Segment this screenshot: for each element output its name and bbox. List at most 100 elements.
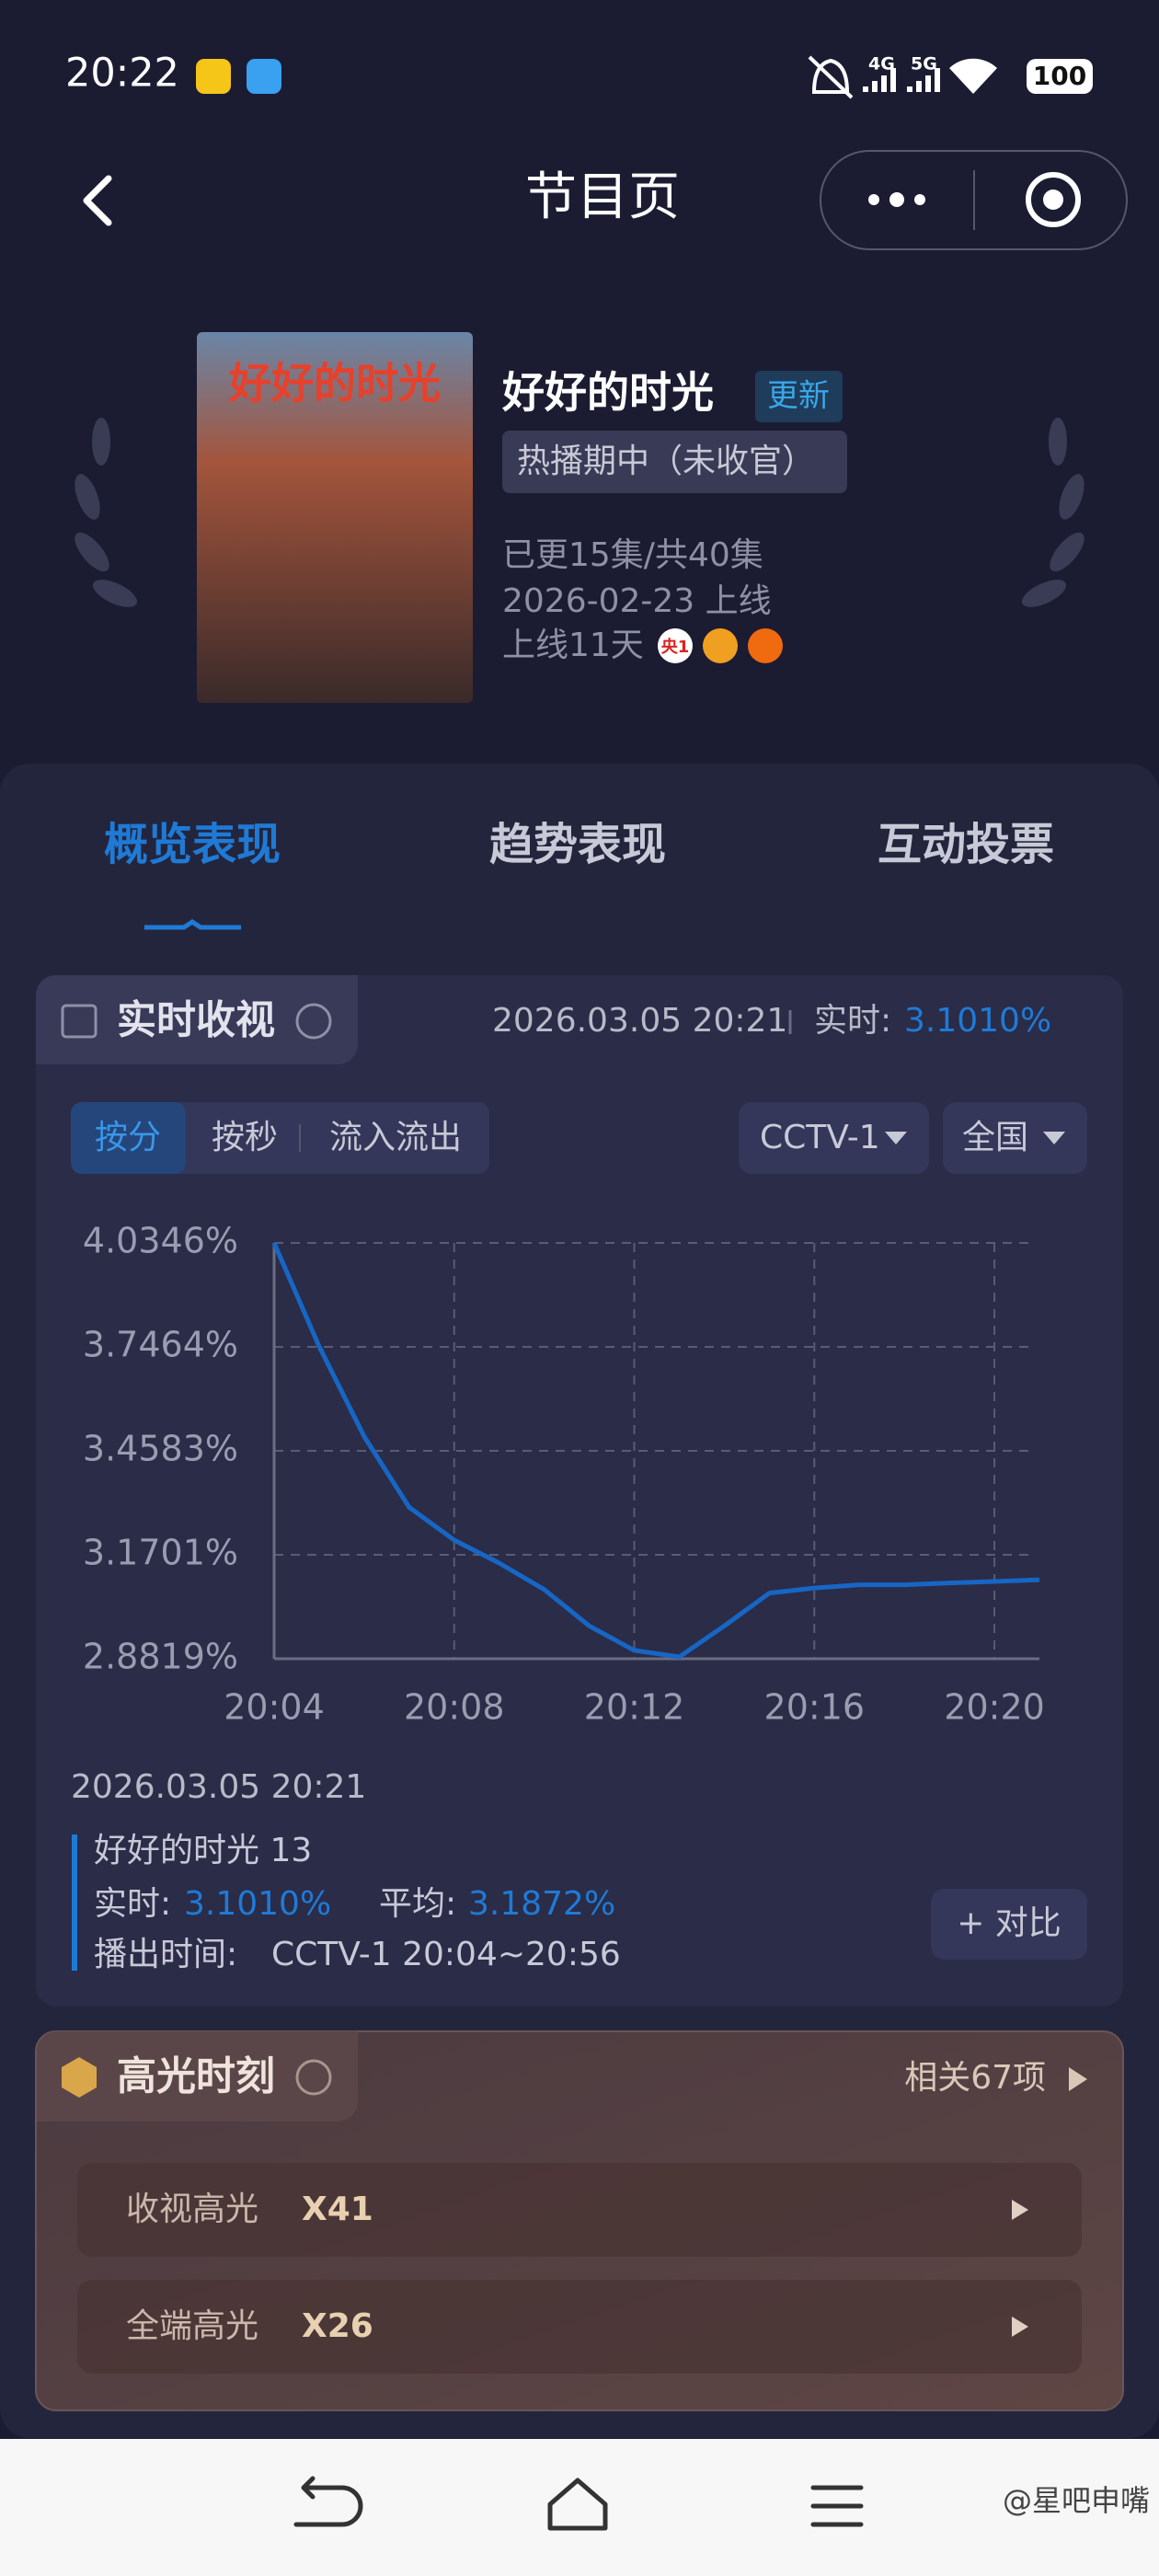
channel-logo bbox=[703, 628, 738, 663]
nav-menu[interactable] bbox=[810, 2485, 864, 2527]
detail-timestamp: 2026.03.05 20:21 bbox=[71, 1768, 366, 1806]
x-tick-label: 20:08 bbox=[404, 1687, 505, 1728]
y-tick-label: 2.8819% bbox=[83, 1637, 238, 1677]
panel-tab bbox=[37, 2031, 358, 2122]
status-tag: 热播期中（未收官） bbox=[517, 443, 815, 480]
modes: 按分 按秒 流入流出 bbox=[95, 1119, 462, 1156]
realtime-timestamp: 2026.03.05 20:21 bbox=[492, 1002, 787, 1040]
channel-logo bbox=[748, 628, 783, 663]
laurel-left bbox=[75, 418, 138, 607]
region-select[interactable] bbox=[943, 1102, 1087, 1174]
y-tick-label: 4.0346% bbox=[83, 1221, 238, 1261]
mute-icon bbox=[808, 55, 854, 99]
battery-level: 100 bbox=[1033, 61, 1086, 91]
panel-title: 实时收视 bbox=[117, 998, 275, 1044]
update-badge-bg bbox=[755, 371, 843, 422]
arrow bbox=[1012, 2200, 1028, 2220]
laurel-right bbox=[1021, 418, 1084, 607]
back-button[interactable] bbox=[83, 175, 112, 226]
mode-option[interactable]: 流入流出 bbox=[329, 1119, 462, 1156]
tab-indicator bbox=[144, 918, 241, 930]
arrow bbox=[1012, 2317, 1028, 2337]
info-icon[interactable] bbox=[295, 1003, 332, 1040]
detail-label: 平均: bbox=[379, 1885, 456, 1923]
channel-logo bbox=[658, 628, 693, 663]
tabs: 概览表现 趋势表现 互动投票 bbox=[104, 819, 1054, 870]
info-icon[interactable] bbox=[295, 2059, 332, 2096]
highlight-label: 收视高光 bbox=[126, 2191, 258, 2228]
compare-label: + 对比 bbox=[957, 1904, 1061, 1942]
network-label: 5G bbox=[911, 54, 937, 75]
realtime-value: 3.1010% bbox=[904, 1002, 1051, 1040]
panel-title: 高光时刻 bbox=[117, 2054, 275, 2100]
detail-realtime: 3.1010% bbox=[184, 1885, 331, 1923]
star-icon bbox=[62, 2057, 97, 2098]
network-label: 4G bbox=[868, 54, 895, 75]
app-icon bbox=[247, 59, 281, 94]
nav-home[interactable] bbox=[547, 2478, 608, 2531]
highlight-row[interactable] bbox=[77, 2163, 1082, 2257]
poster-title: 好好的时光 bbox=[228, 359, 441, 408]
channel-select[interactable] bbox=[739, 1102, 929, 1174]
detail-bar bbox=[72, 1834, 77, 1971]
x-tick-label: 20:20 bbox=[944, 1687, 1045, 1728]
realtime-panel bbox=[36, 975, 1123, 2007]
tab[interactable]: 概览表现 bbox=[104, 819, 281, 870]
tab[interactable]: 互动投票 bbox=[878, 819, 1054, 870]
highlight-value: X26 bbox=[302, 2307, 373, 2345]
highlight-label: 全端高光 bbox=[126, 2307, 258, 2345]
mode-option[interactable]: 按分 bbox=[95, 1119, 161, 1156]
detail-label: 播出时间: bbox=[94, 1936, 237, 1973]
x-tick-label: 20:12 bbox=[584, 1687, 685, 1728]
tv-icon bbox=[61, 1004, 98, 1039]
app-icon bbox=[196, 59, 231, 94]
watermark: @星吧申嘴 bbox=[1003, 2483, 1150, 2518]
battery-icon bbox=[1027, 59, 1093, 94]
update-badge: 更新 bbox=[767, 378, 830, 415]
nav-bar bbox=[0, 2439, 1159, 2576]
detail-average: 3.1872% bbox=[468, 1885, 615, 1923]
episodes: 已更15集/共40集 bbox=[502, 536, 763, 574]
mode-option[interactable]: 按秒 bbox=[212, 1119, 278, 1156]
highlight-rows: 收视高光 X41 全端高光 X26 bbox=[77, 2163, 1082, 2374]
close-dot bbox=[1043, 190, 1063, 210]
y-tick-label: 3.4583% bbox=[83, 1428, 238, 1468]
rating-chart: 2.8819% 3.1701% 3.4583% 3.7464% 4.0346% 20:04… bbox=[83, 1221, 1045, 1728]
more-dot bbox=[868, 194, 879, 205]
more-dot bbox=[914, 194, 925, 205]
nav-back[interactable] bbox=[293, 2476, 363, 2527]
detail-airtime: CCTV-1 20:04~20:56 bbox=[271, 1936, 621, 1973]
detail-label: 实时: bbox=[94, 1885, 171, 1923]
poster[interactable] bbox=[197, 332, 473, 703]
status-time: 20:22 bbox=[65, 51, 179, 97]
highlight-value: X41 bbox=[302, 2191, 373, 2228]
channel-badge: 央1 bbox=[661, 637, 690, 657]
arrow bbox=[1069, 2067, 1087, 2091]
y-tick-label: 3.1701% bbox=[83, 1532, 238, 1572]
realtime-label: 实时: bbox=[814, 1002, 891, 1040]
compare-button[interactable] bbox=[931, 1889, 1087, 1960]
detail-program: 好好的时光 13 bbox=[94, 1832, 312, 1869]
dropdown-arrow bbox=[885, 1132, 907, 1144]
region-select-label: 全国 bbox=[962, 1119, 1028, 1156]
mode-active-bg bbox=[71, 1102, 186, 1174]
tab[interactable]: 趋势表现 bbox=[489, 819, 666, 870]
signal-icon bbox=[907, 68, 940, 92]
x-tick-label: 20:04 bbox=[224, 1687, 325, 1728]
channel-select-label: CCTV-1 bbox=[760, 1119, 880, 1156]
more-dot bbox=[889, 192, 904, 207]
days-on-air: 上线11天 bbox=[502, 627, 644, 664]
related-count[interactable]: 相关67项 bbox=[904, 2059, 1046, 2097]
page-title: 节目页 bbox=[525, 167, 680, 227]
dropdown-arrow bbox=[1043, 1132, 1065, 1144]
x-tick-label: 20:16 bbox=[764, 1687, 866, 1728]
panel-tab bbox=[36, 975, 358, 1064]
y-tick-label: 3.7464% bbox=[83, 1325, 238, 1365]
highlight-row[interactable] bbox=[77, 2280, 1082, 2374]
wifi-icon bbox=[949, 58, 997, 94]
premiere: 2026-02-23 上线 bbox=[502, 582, 772, 620]
rating-line bbox=[271, 1242, 1040, 1660]
close-button[interactable] bbox=[1026, 172, 1081, 227]
